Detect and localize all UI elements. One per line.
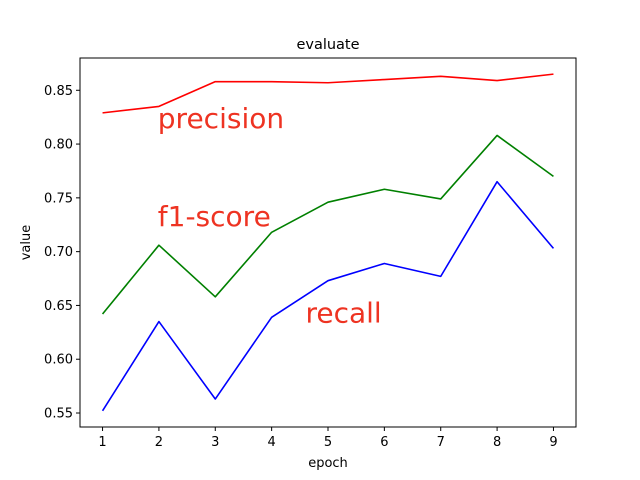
series-line-precision — [102, 73, 554, 114]
y-tick-label: 0.55 — [44, 407, 73, 422]
chart-title: evaluate — [296, 37, 359, 53]
x-tick-label: 4 — [267, 435, 275, 450]
annotation-label: recall — [305, 297, 381, 330]
x-axis-ticks: 1 2 3 4 5 6 7 8 9 — [98, 427, 558, 450]
annotation-layer: precision f1-score recall — [158, 102, 382, 330]
x-tick-label: 9 — [549, 435, 557, 450]
x-tick-label: 2 — [155, 435, 163, 450]
x-tick-label: 8 — [493, 435, 501, 450]
annotation-label: f1-score — [158, 200, 271, 233]
x-tick-label: 3 — [211, 435, 219, 450]
x-tick-label: 5 — [324, 435, 332, 450]
y-tick-label: 0.65 — [44, 299, 73, 314]
x-axis-label: epoch — [308, 456, 348, 471]
x-tick-label: 7 — [437, 435, 445, 450]
y-axis-label: value — [19, 225, 34, 261]
y-tick-label: 0.70 — [44, 245, 73, 260]
x-tick-label: 1 — [98, 435, 106, 450]
y-tick-label: 0.60 — [44, 353, 73, 368]
x-tick-label: 6 — [380, 435, 388, 450]
y-tick-label: 0.85 — [44, 84, 73, 99]
series-line-f1 — [101, 134, 554, 315]
y-axis-ticks: 0.55 0.60 0.65 0.70 0.75 0.80 0.85 — [44, 84, 80, 422]
series-line-recall — [101, 180, 555, 412]
y-tick-label: 0.75 — [44, 191, 73, 206]
annotation-label: precision — [158, 102, 284, 135]
series-layer — [101, 73, 555, 412]
y-tick-label: 0.80 — [44, 138, 73, 153]
